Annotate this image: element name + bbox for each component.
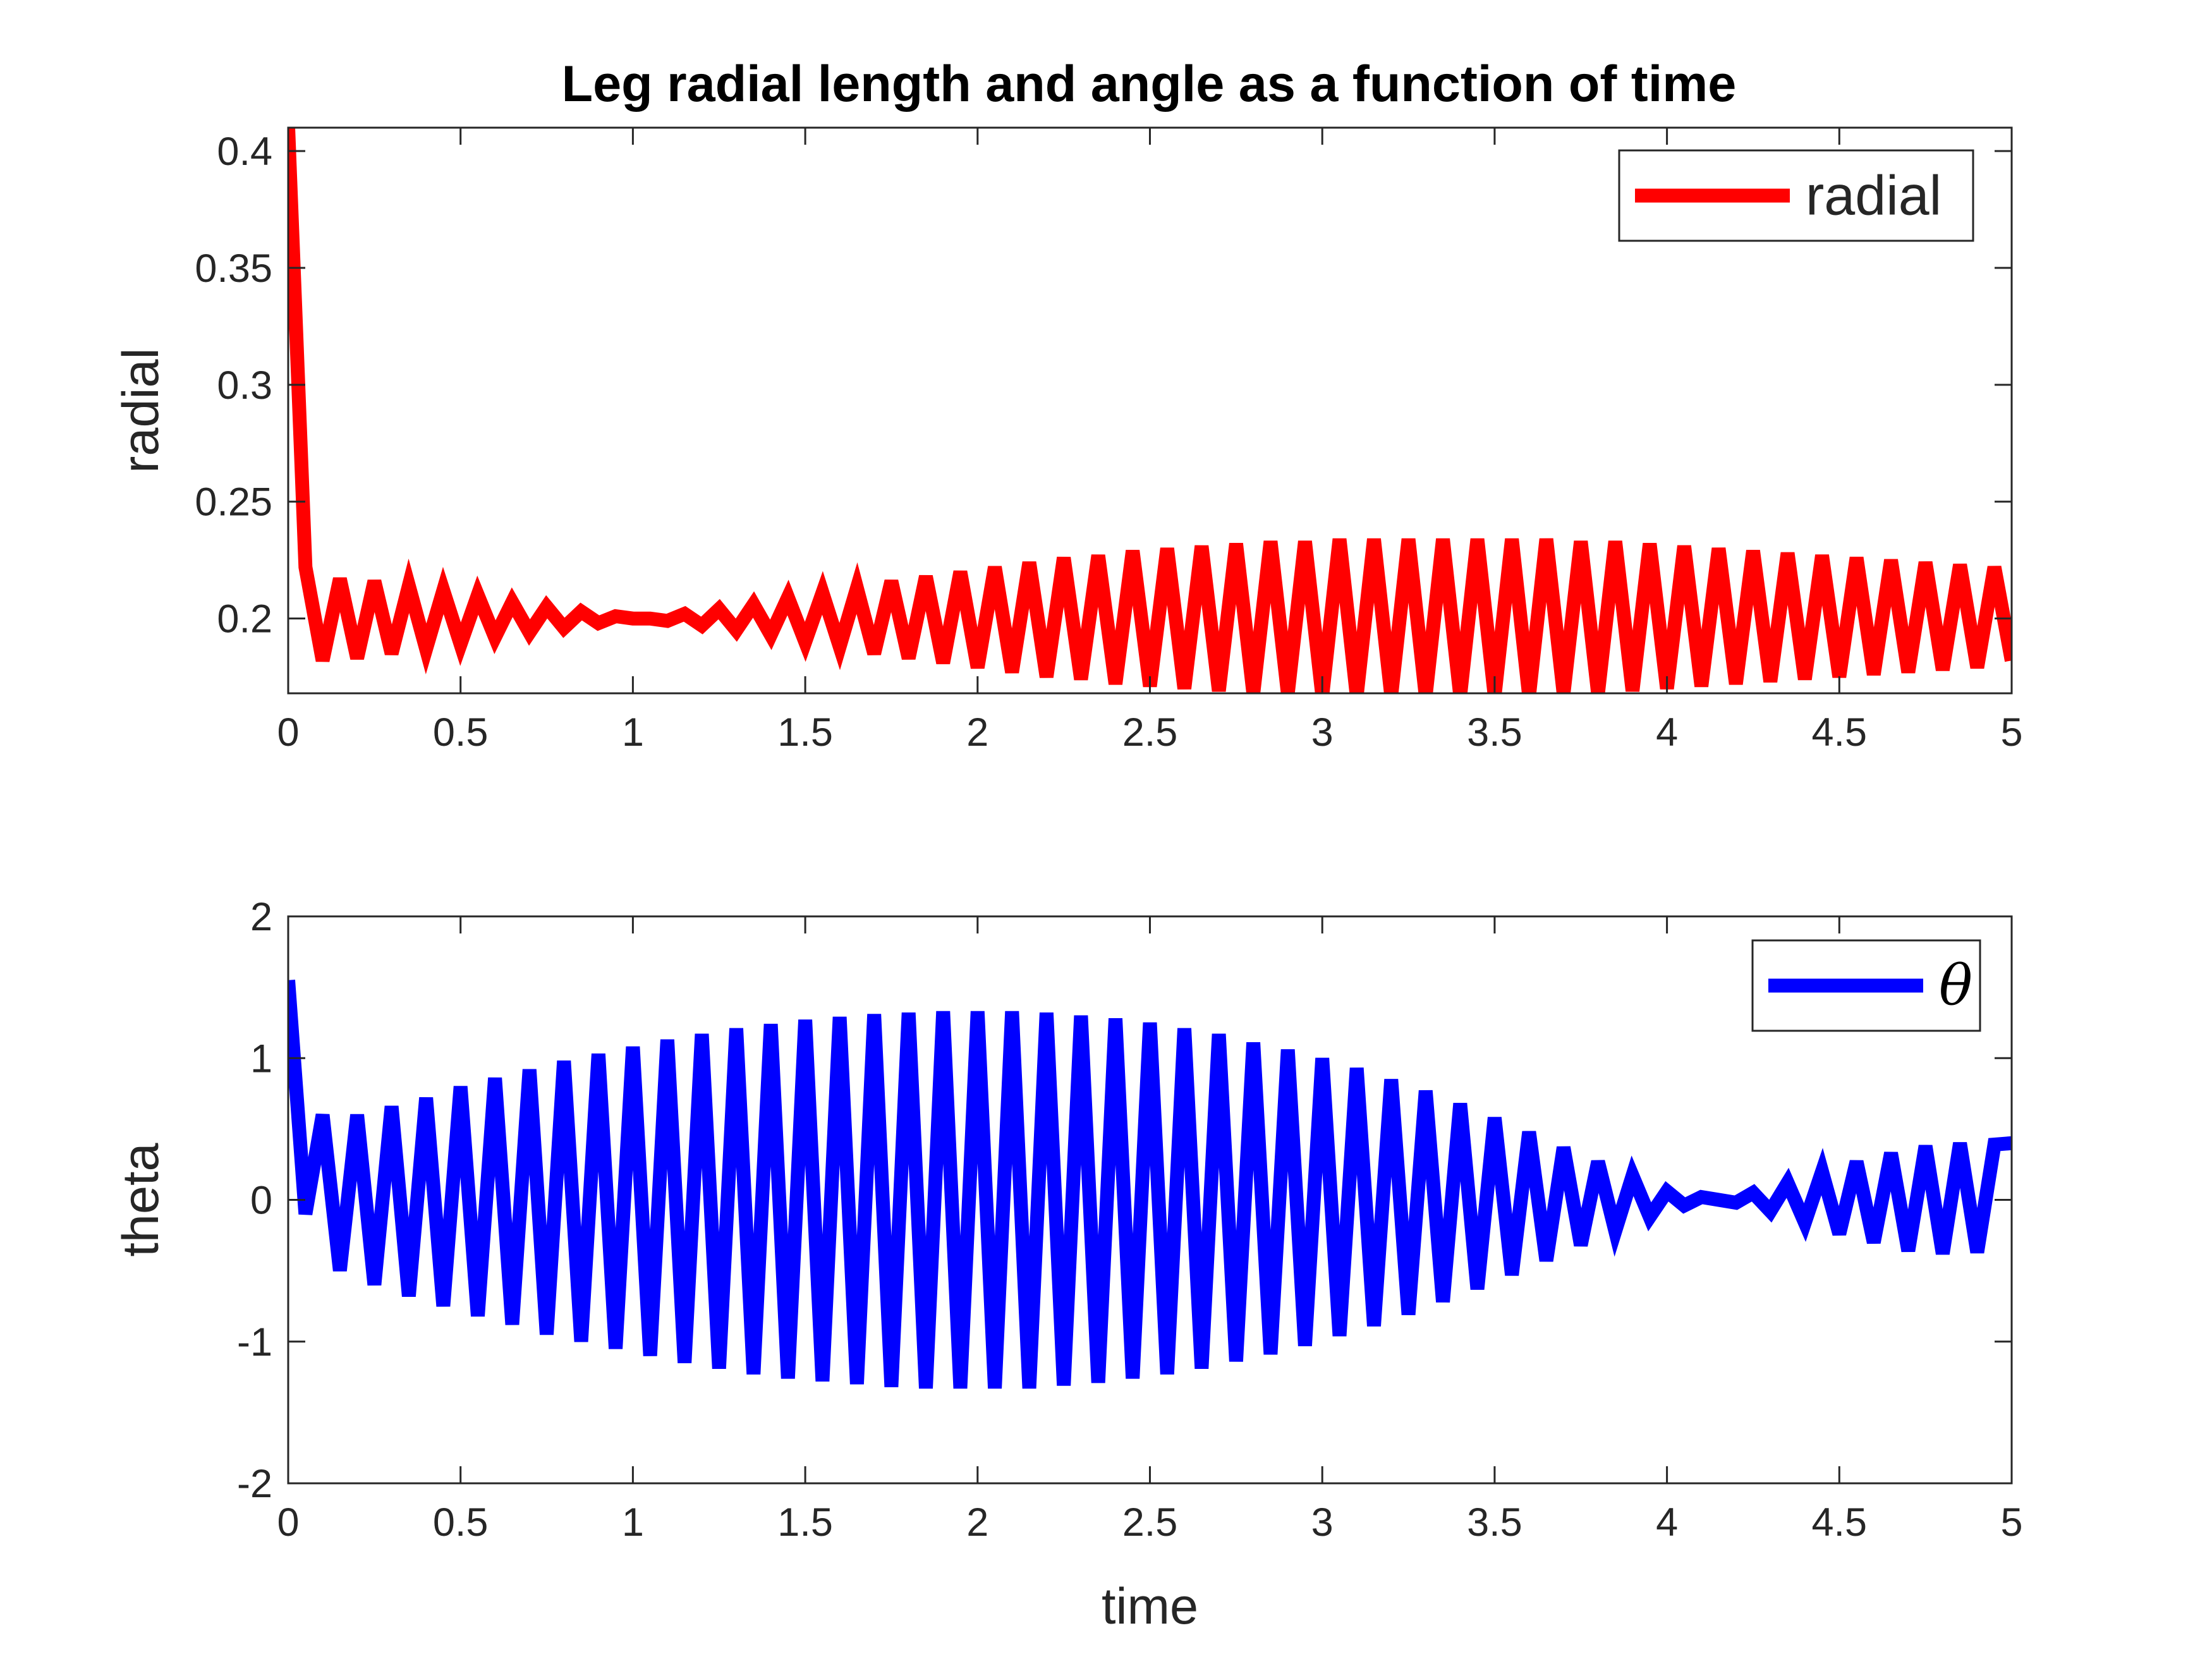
legend: radial bbox=[1618, 149, 1974, 242]
x-tick-label: 1.5 bbox=[777, 1500, 833, 1545]
x-tick-label: 2 bbox=[966, 1500, 988, 1545]
series-line-θ bbox=[288, 980, 2012, 1389]
x-tick-label: 5 bbox=[2000, 710, 2022, 755]
x-tick-label: 1 bbox=[622, 1500, 644, 1545]
y-tick-label: 0.35 bbox=[195, 246, 272, 291]
theta-plot: 0 0.5 1 1.5 2 2.5 3 3.5 4 4.5 5 -2 -1 0 1 2 theta time θ bbox=[112, 895, 2023, 1635]
y-tick-label: -2 bbox=[237, 1462, 272, 1506]
legend: θ bbox=[1751, 939, 1981, 1032]
x-tick-label: 0 bbox=[277, 710, 299, 755]
x-tick-label: 2 bbox=[966, 710, 988, 755]
y-axis-label: theta bbox=[112, 1142, 169, 1256]
x-tick-label: 3 bbox=[1311, 1500, 1334, 1545]
x-tick-label: 0.5 bbox=[433, 710, 489, 755]
x-tick-label: 4.5 bbox=[1812, 710, 1868, 755]
x-tick-label: 4 bbox=[1656, 710, 1678, 755]
y-tick-label: 0.4 bbox=[217, 130, 272, 174]
y-tick-label: 2 bbox=[250, 895, 272, 939]
legend-label: radial bbox=[1806, 164, 1942, 227]
y-axis-label: radial bbox=[112, 348, 169, 473]
x-tick-label: 0.5 bbox=[433, 1500, 489, 1545]
chart-title: Leg radial length and angle as a functio… bbox=[562, 56, 1737, 112]
radial-plot: 0 0.5 1 1.5 2 2.5 3 3.5 4 4.5 5 0.2 0.25 0.3 0.35 0.4 ra… bbox=[112, 126, 2023, 755]
y-tick-label: 0.2 bbox=[217, 597, 272, 641]
x-tick-label: 4 bbox=[1656, 1500, 1678, 1545]
y-tick-label: 0.3 bbox=[217, 363, 272, 408]
x-tick-label: 3 bbox=[1311, 710, 1334, 755]
y-tick-label: 1 bbox=[250, 1036, 272, 1081]
y-tick-label: 0 bbox=[250, 1179, 272, 1223]
x-axis-label: time bbox=[1102, 1578, 1198, 1635]
x-tick-label: 2.5 bbox=[1122, 710, 1178, 755]
x-tick-label: 0 bbox=[277, 1500, 299, 1545]
x-tick-label: 3.5 bbox=[1467, 1500, 1522, 1545]
y-tick-label: 0.25 bbox=[195, 480, 272, 525]
x-tick-label: 1 bbox=[622, 710, 644, 755]
x-tick-label: 4.5 bbox=[1812, 1500, 1868, 1545]
x-tick-label: 5 bbox=[2000, 1500, 2022, 1545]
y-tick-label: -1 bbox=[237, 1320, 272, 1364]
x-tick-label: 2.5 bbox=[1122, 1500, 1178, 1545]
legend-label: θ bbox=[1939, 953, 1972, 1018]
x-tick-label: 1.5 bbox=[777, 710, 833, 755]
x-tick-label: 3.5 bbox=[1467, 710, 1522, 755]
